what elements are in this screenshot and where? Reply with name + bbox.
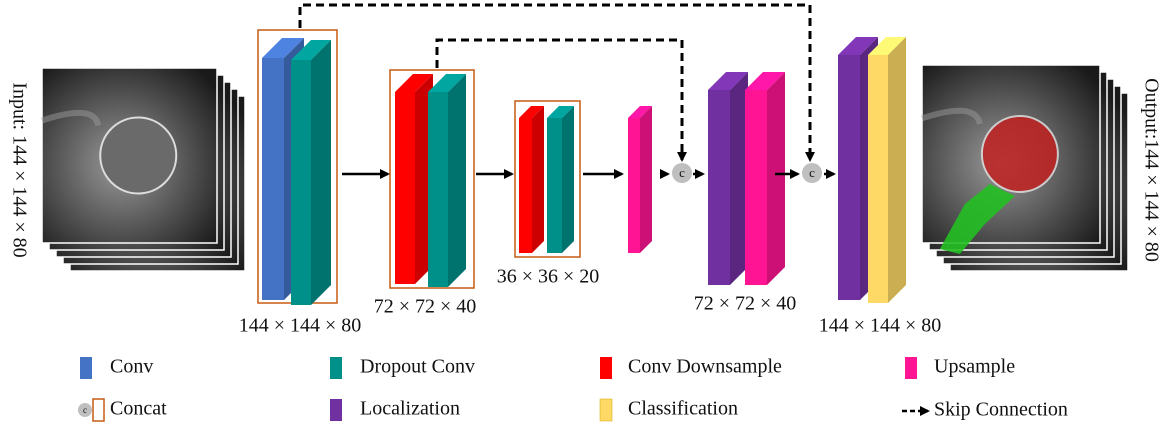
dimension-label: 144 × 144 × 80 [819, 315, 942, 337]
legend-label: Skip Connection [934, 399, 1068, 421]
concat-node [672, 163, 692, 183]
legend-swatch [80, 357, 92, 379]
legend-label: Conv Downsample [628, 356, 782, 378]
dimension-label: 144 × 144 × 80 [239, 315, 362, 337]
layer-block [745, 72, 785, 285]
block-front [519, 118, 532, 253]
legend-swatch [905, 357, 917, 379]
dimension-label: 72 × 72 × 40 [374, 296, 477, 318]
block-front [868, 55, 888, 303]
dimension-label: 36 × 36 × 20 [497, 266, 600, 288]
legend-label: Localization [360, 398, 460, 420]
layer-block [868, 37, 906, 303]
image-segmentation [939, 184, 1015, 254]
image-humeral-head [980, 115, 1059, 193]
output-image-stack [921, 64, 1129, 272]
block-top [428, 74, 466, 92]
concat-symbol: c [679, 165, 685, 180]
block-top [262, 38, 304, 58]
skip-connection [435, 38, 687, 162]
layer-block [628, 106, 652, 253]
block-front [395, 92, 415, 284]
legend-concat-box [92, 398, 105, 422]
skip-connection [298, 3, 815, 162]
input-image-stack [41, 67, 246, 272]
block-top [628, 106, 652, 118]
block-side [888, 37, 906, 303]
image-texture [41, 109, 102, 127]
block-side [767, 72, 785, 285]
block-front [291, 60, 311, 305]
block-front [428, 92, 448, 287]
block-side [448, 74, 466, 287]
block-side [730, 72, 748, 285]
block-top [868, 37, 906, 55]
concat-symbol: c [809, 165, 815, 180]
concat-symbol: c [83, 405, 87, 415]
dimension-label: 72 × 72 × 40 [694, 293, 797, 315]
block-front [262, 58, 284, 300]
legend-label: Dropout Conv [360, 356, 475, 378]
layer-block [428, 74, 466, 287]
block-top [745, 72, 785, 90]
block-side [311, 40, 331, 305]
block-top [291, 40, 331, 60]
block-front [547, 118, 562, 253]
block-top [708, 72, 748, 90]
layer-block [708, 72, 748, 285]
legend-swatch [330, 357, 342, 379]
legend-label: Classification [628, 398, 738, 420]
block-front [708, 90, 730, 285]
block-top [519, 106, 544, 118]
legend-concat-node [78, 403, 92, 417]
block-top [838, 37, 878, 55]
block-side [562, 106, 574, 253]
layer-block [395, 74, 433, 284]
legend-label: Upsample [934, 356, 1015, 378]
image-texture [921, 107, 983, 125]
block-front [838, 55, 860, 300]
block-side [532, 106, 544, 253]
block-front [745, 90, 767, 285]
input-label: Input: 144 × 144 × 80 [8, 82, 30, 257]
legend-swatch [330, 399, 342, 421]
block-side [640, 106, 652, 253]
block-top [547, 106, 574, 118]
layer-block [291, 40, 331, 305]
legend-label: Conv [110, 356, 153, 378]
block-front [628, 118, 640, 253]
concat-node [802, 163, 822, 183]
legend-swatch [599, 398, 613, 422]
block-top [395, 74, 433, 92]
output-label: Output:144 × 144 × 80 [1140, 78, 1162, 262]
layout [41, 3, 1129, 305]
legend-swatch [600, 357, 612, 379]
layer-block [519, 106, 544, 253]
concat-box [514, 100, 581, 258]
legend-label: Concat [110, 398, 167, 420]
layer-block [547, 106, 574, 253]
image-humeral-head [99, 116, 178, 195]
concat-box [389, 69, 475, 289]
